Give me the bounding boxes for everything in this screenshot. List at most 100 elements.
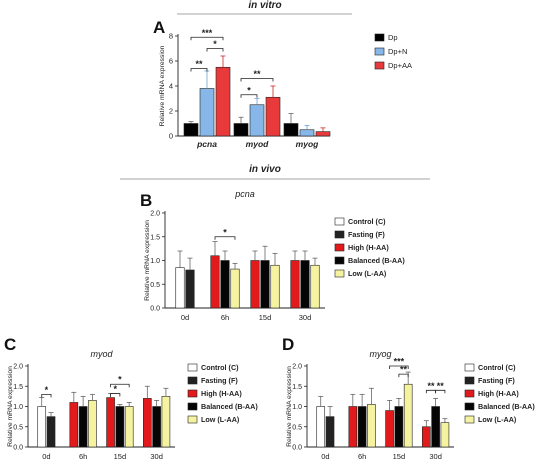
bar	[175, 267, 185, 309]
legend-swatch	[187, 376, 198, 385]
legend-label: Control (C)	[478, 363, 516, 372]
x-tick-label: 30d	[299, 313, 312, 322]
bar	[299, 129, 315, 137]
bar	[300, 260, 310, 309]
significance-bracket	[110, 383, 130, 388]
legend-swatch	[187, 415, 198, 424]
bar	[37, 406, 47, 448]
legend-swatch	[374, 47, 385, 56]
bar	[152, 406, 161, 448]
bar	[124, 406, 134, 448]
significance-bracket	[240, 94, 258, 98]
legend-swatch	[464, 402, 475, 411]
bar	[185, 269, 195, 309]
x-tick-label: 0d	[321, 452, 329, 461]
significance-label: **	[427, 381, 435, 391]
bar	[367, 404, 376, 448]
significance-bracket	[389, 365, 409, 369]
bar	[270, 264, 280, 309]
x-tick-label: 15d	[114, 452, 127, 461]
bar	[249, 104, 265, 137]
in-vivo-header: in vivo	[249, 164, 281, 175]
legend-label: Fasting (F)	[478, 376, 515, 385]
legend-label: Control (C)	[348, 217, 386, 226]
y-tick-label: 1.5	[13, 384, 23, 391]
x-tick-label: myog	[296, 139, 319, 149]
y-tick-label: 1.5	[150, 234, 160, 241]
legend-swatch	[187, 363, 198, 372]
legend-swatch	[464, 415, 475, 424]
significance-label: **	[195, 59, 203, 69]
y-tick-label: 2.0	[292, 364, 302, 371]
legend-label: Low (L-AA)	[348, 269, 387, 278]
legend-swatch	[464, 389, 475, 398]
y-tick-label: 2	[169, 107, 173, 116]
bar	[265, 96, 281, 137]
bar	[115, 406, 125, 448]
x-tick-label: 15d	[259, 313, 272, 322]
significance-label: *	[247, 85, 251, 95]
significance-bracket	[190, 36, 224, 41]
panel-b-chart: pcna 0.0 0.5 1.0 1.5 2.0 Relative mRNA express…	[144, 189, 405, 322]
legend-label: High (H-AA)	[478, 389, 519, 398]
x-tick-label: 6h	[79, 452, 87, 461]
legend-label: Dp	[388, 33, 398, 42]
bar	[385, 410, 394, 448]
bar	[315, 131, 331, 137]
legend-swatch	[464, 363, 475, 372]
y-tick-label: 0.5	[150, 282, 160, 289]
panel-letter-d: D	[282, 335, 294, 354]
significance-label: *	[113, 384, 117, 394]
bar	[440, 422, 450, 448]
legend-label: High (H-AA)	[201, 389, 242, 398]
x-tick-label: 15d	[393, 452, 406, 461]
x-tick-label: 30d	[429, 452, 442, 461]
bar	[215, 66, 231, 137]
panel-letter-b: B	[140, 191, 152, 210]
x-tick-label: 6h	[358, 452, 366, 461]
bar	[316, 406, 326, 448]
significance-label: **	[437, 381, 445, 391]
bar	[220, 260, 230, 309]
significance-bracket	[214, 236, 236, 240]
legend-swatch	[334, 256, 345, 265]
bar	[348, 406, 358, 448]
y-tick-label: 1.5	[292, 384, 302, 391]
bar	[199, 88, 215, 137]
bar	[431, 406, 440, 448]
chart-title: myog	[369, 349, 391, 359]
legend-label: Balanced (B-AA)	[478, 402, 535, 411]
y-tick-label: 0	[169, 132, 173, 141]
bar	[310, 264, 320, 309]
y-tick-label: 2.0	[150, 211, 160, 218]
chart-title: myod	[90, 349, 113, 359]
bar	[161, 396, 171, 448]
bar	[233, 123, 249, 137]
legend-label: Dp+N	[388, 47, 407, 56]
bar	[46, 416, 56, 448]
legend-label: Balanced (B-AA)	[201, 402, 258, 411]
significance-bracket	[398, 373, 409, 378]
x-tick-label: 0d	[181, 313, 189, 322]
chart-title: pcna	[234, 189, 255, 199]
y-tick-label: 0.0	[150, 306, 160, 313]
legend-label: Control (C)	[201, 363, 239, 372]
significance-label: **	[253, 69, 261, 79]
legend-swatch	[187, 389, 198, 398]
significance-bracket	[435, 389, 446, 394]
legend-swatch	[334, 230, 345, 239]
y-axis-label: Relative mRNA expression	[286, 366, 293, 447]
y-axis-label: Relative mRNA expression	[7, 366, 14, 447]
x-tick-label: myod	[246, 139, 269, 149]
panel-letter-c: C	[4, 335, 16, 354]
y-axis-label: Relative mRNA expression	[159, 45, 166, 126]
significance-bracket	[190, 68, 208, 72]
significance-bracket	[206, 48, 224, 52]
bar	[422, 426, 431, 448]
legend-swatch	[374, 61, 385, 70]
legend-label: Low (L-AA)	[478, 415, 517, 424]
legend-swatch	[187, 402, 198, 411]
